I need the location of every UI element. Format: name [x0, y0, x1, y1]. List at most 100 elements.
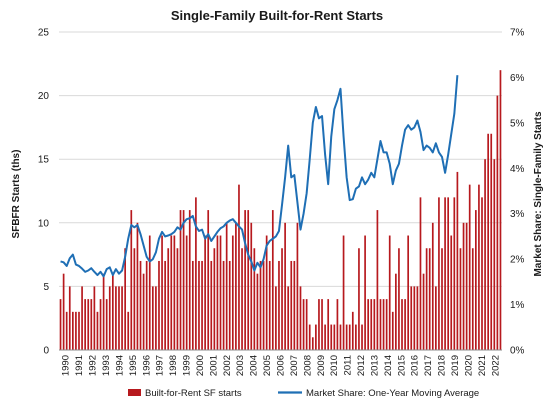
bar: [444, 197, 446, 350]
bar: [250, 222, 253, 350]
bar: [465, 222, 468, 350]
bar: [318, 299, 320, 350]
bar: [484, 159, 486, 350]
bar: [351, 311, 354, 350]
bar: [416, 286, 419, 350]
x-tick-label: 2009: [316, 355, 327, 376]
bar: [481, 197, 483, 350]
bar: [324, 324, 326, 350]
y2-tick-label: 5%: [510, 118, 525, 129]
x-tick-label: 2000: [195, 355, 206, 376]
bar: [487, 133, 489, 350]
y-tick-label: 10: [38, 218, 50, 229]
y-tick-label: 5: [43, 282, 49, 293]
bar: [478, 184, 480, 350]
bar: [170, 235, 173, 350]
bar: [133, 248, 136, 350]
bar: [428, 248, 431, 350]
x-tick-label: 2011: [343, 355, 354, 375]
bar: [290, 260, 293, 350]
bar: [148, 235, 151, 350]
bar: [296, 222, 299, 350]
legend: Built-for-Rent SF starts Market Share: O…: [128, 388, 479, 399]
bar: [453, 197, 456, 350]
bar: [225, 222, 228, 350]
bar: [198, 260, 200, 350]
bar: [167, 248, 170, 350]
bar: [142, 273, 145, 350]
bar: [62, 273, 65, 350]
bar: [391, 311, 394, 350]
legend-bar-swatch: [128, 389, 141, 396]
bar: [213, 248, 216, 350]
bar: [410, 286, 413, 350]
y2-tick-label: 1%: [510, 300, 525, 311]
bar: [90, 299, 93, 350]
bar: [281, 248, 283, 350]
bar: [345, 324, 348, 350]
bar: [96, 311, 99, 350]
bar: [456, 171, 459, 350]
bar: [419, 197, 422, 350]
bar: [425, 248, 428, 350]
x-tick-label: 2003: [235, 355, 246, 376]
bar: [195, 197, 197, 350]
bar: [253, 248, 256, 350]
y2-tick-label: 0%: [510, 346, 525, 357]
bar: [330, 324, 333, 350]
bar: [327, 299, 330, 350]
bar: [121, 286, 123, 350]
x-tick-label: 2019: [450, 355, 461, 376]
bar: [72, 311, 74, 350]
bar: [358, 248, 360, 350]
x-tick-label: 1991: [74, 355, 85, 376]
bar: [139, 260, 142, 350]
bar: [59, 299, 62, 350]
bar: [235, 222, 237, 350]
bar: [262, 260, 265, 350]
bar: [81, 286, 83, 350]
bar: [379, 299, 382, 350]
bar: [284, 222, 286, 350]
bar-series: [59, 70, 502, 350]
bar: [398, 248, 400, 350]
x-tick-label: 1998: [168, 355, 179, 376]
y2-tick-label: 3%: [510, 209, 525, 220]
x-tick-label: 2020: [463, 355, 474, 376]
bar: [256, 273, 259, 350]
bar: [173, 235, 176, 350]
bar: [315, 324, 317, 350]
bar: [219, 235, 222, 350]
bar: [265, 235, 268, 350]
x-tick-label: 1995: [128, 355, 139, 376]
bar: [422, 273, 425, 350]
x-tick-label: 2014: [383, 355, 394, 376]
bar: [108, 286, 111, 350]
market-share-line: [60, 75, 459, 278]
bar: [302, 299, 305, 350]
bar: [179, 210, 182, 350]
legend-bar-label: Built-for-Rent SF starts: [145, 388, 242, 399]
bar: [188, 210, 191, 350]
bar: [376, 210, 379, 350]
x-tick-label: 1992: [88, 355, 99, 376]
gridlines: [59, 31, 502, 287]
bar: [241, 248, 243, 350]
bar: [450, 235, 453, 350]
x-tick-label: 1993: [101, 355, 112, 376]
bar: [370, 299, 373, 350]
x-tick-label: 2021: [477, 355, 488, 376]
bar: [287, 286, 290, 350]
bar: [105, 299, 108, 350]
bar: [435, 286, 437, 350]
bar: [441, 248, 443, 350]
bar: [305, 299, 308, 350]
x-tick-label: 1997: [155, 355, 166, 376]
x-tick-label: 1990: [61, 355, 72, 376]
bar: [459, 248, 462, 350]
bar: [275, 286, 277, 350]
y2-tick-label: 7%: [510, 28, 525, 39]
y-tick-label: 15: [38, 155, 50, 166]
bar: [247, 210, 250, 350]
